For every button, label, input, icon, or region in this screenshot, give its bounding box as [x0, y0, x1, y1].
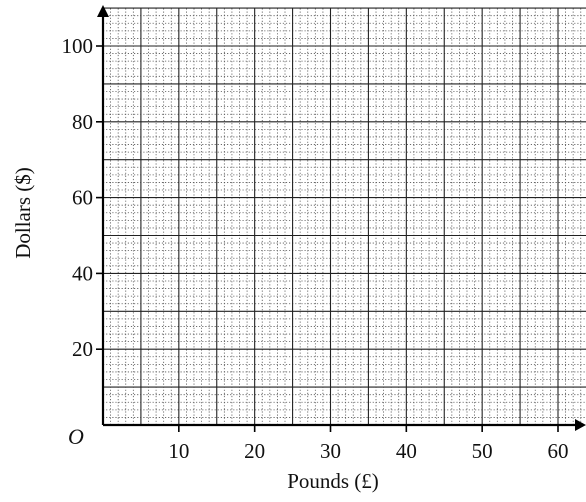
x-tick-label: 60 — [548, 439, 569, 463]
y-tick-label: 20 — [72, 337, 93, 361]
axes-layer — [97, 5, 586, 431]
origin-label: O — [68, 424, 84, 449]
y-axis-label: Dollars ($) — [11, 167, 35, 259]
y-tick-label: 40 — [72, 261, 93, 285]
grid-layer — [103, 7, 586, 425]
x-tick-label: 50 — [472, 439, 493, 463]
y-tick-label: 100 — [62, 34, 94, 58]
x-axis-arrowhead — [575, 419, 586, 431]
y-axis-arrowhead — [97, 5, 109, 17]
tick-labels: 10 20 30 40 50 60 20 40 60 80 100 — [62, 34, 569, 463]
y-tick-label: 80 — [72, 110, 93, 134]
y-tick-label: 60 — [72, 186, 93, 210]
x-axis-label: Pounds (£) — [287, 469, 379, 493]
x-tick-label: 20 — [244, 439, 265, 463]
x-tick-label: 40 — [396, 439, 417, 463]
x-tick-label: 30 — [320, 439, 341, 463]
x-tick-label: 10 — [168, 439, 189, 463]
